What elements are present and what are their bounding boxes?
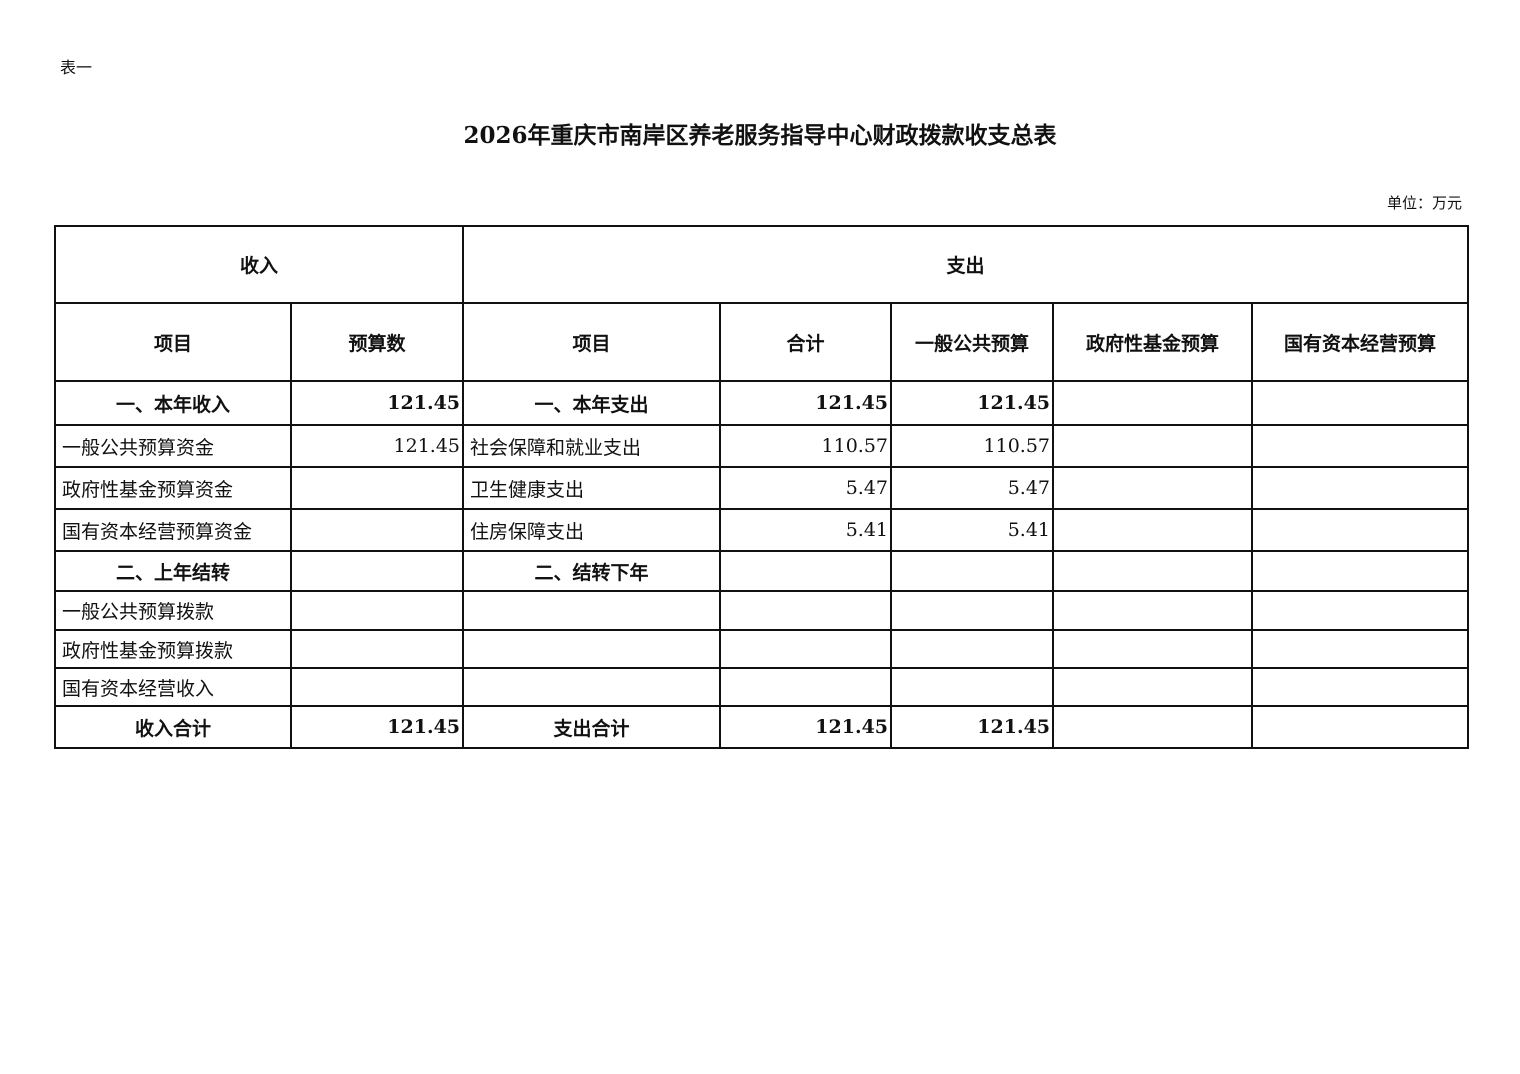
cell-expense-state-capital xyxy=(1251,508,1470,552)
cell-expense-total xyxy=(719,550,893,592)
cell-expense-general: 5.47 xyxy=(890,466,1055,510)
cell-expense-general xyxy=(890,629,1055,669)
cell-expense-item xyxy=(462,667,722,707)
cell-expense-item: 支出合计 xyxy=(462,705,722,749)
cell-expense-total: 5.41 xyxy=(719,508,893,552)
cell-expense-state-capital xyxy=(1251,705,1470,749)
col-header-gov-fund-budget: 政府性基金预算 xyxy=(1052,302,1254,382)
cell-expense-total xyxy=(719,590,893,631)
cell-expense-general xyxy=(890,667,1055,707)
cell-income-item: 国有资本经营收入 xyxy=(54,667,292,707)
cell-expense-state-capital xyxy=(1251,667,1470,707)
cell-income-item: 政府性基金预算拨款 xyxy=(54,629,292,669)
cell-expense-gov-fund xyxy=(1052,466,1254,510)
cell-income-item: 二、上年结转 xyxy=(54,550,292,592)
cell-expense-item: 一、本年支出 xyxy=(462,380,722,426)
cell-income-budget xyxy=(289,550,465,592)
cell-income-budget xyxy=(289,466,465,510)
cell-income-budget xyxy=(289,508,465,552)
cell-expense-state-capital xyxy=(1251,550,1470,592)
col-header-budget: 预算数 xyxy=(289,302,465,382)
cell-expense-gov-fund xyxy=(1052,705,1254,749)
expense-header: 支出 xyxy=(462,225,1470,304)
cell-expense-gov-fund xyxy=(1052,508,1254,552)
cell-income-item: 国有资本经营预算资金 xyxy=(54,508,292,552)
cell-expense-total: 121.45 xyxy=(719,705,893,749)
cell-expense-item: 二、结转下年 xyxy=(462,550,722,592)
cell-expense-total: 110.57 xyxy=(719,424,893,468)
table-row: 国有资本经营收入 xyxy=(54,667,1470,707)
cell-income-budget xyxy=(289,629,465,669)
table-row: 政府性基金预算拨款 xyxy=(54,629,1470,669)
cell-expense-item: 住房保障支出 xyxy=(462,508,722,552)
cell-income-budget xyxy=(289,590,465,631)
cell-expense-state-capital xyxy=(1251,629,1470,669)
cell-expense-item: 社会保障和就业支出 xyxy=(462,424,722,468)
cell-expense-general: 5.41 xyxy=(890,508,1055,552)
col-header-expense-item: 项目 xyxy=(462,302,722,382)
cell-income-item: 一、本年收入 xyxy=(54,380,292,426)
cell-expense-item xyxy=(462,590,722,631)
unit-label: 单位：万元 xyxy=(1386,194,1462,212)
cell-expense-gov-fund xyxy=(1052,424,1254,468)
col-header-income-item: 项目 xyxy=(54,302,292,382)
table-row: 一、本年收入 121.45 一、本年支出 121.45 121.45 xyxy=(54,380,1470,426)
income-header: 收入 xyxy=(53,225,465,304)
group-header-row: 收入 支出 xyxy=(53,225,1470,304)
cell-expense-general: 121.45 xyxy=(890,380,1055,426)
cell-expense-total xyxy=(719,629,893,669)
page-title: 2026年重庆市南岸区养老服务指导中心财政拨款收支总表 xyxy=(463,122,1057,149)
table-row: 政府性基金预算资金 卫生健康支出 5.47 5.47 xyxy=(54,466,1470,510)
cell-expense-general xyxy=(890,590,1055,631)
cell-income-item: 政府性基金预算资金 xyxy=(54,466,292,510)
cell-expense-general: 110.57 xyxy=(890,424,1055,468)
cell-expense-item: 卫生健康支出 xyxy=(462,466,722,510)
cell-income-budget: 121.45 xyxy=(289,380,465,426)
cell-expense-state-capital xyxy=(1251,424,1470,468)
cell-expense-total: 5.47 xyxy=(719,466,893,510)
table-row: 一般公共预算资金 121.45 社会保障和就业支出 110.57 110.57 xyxy=(54,424,1470,468)
cell-expense-state-capital xyxy=(1251,590,1470,631)
cell-income-item: 收入合计 xyxy=(54,705,292,749)
table-row: 二、上年结转 二、结转下年 xyxy=(54,550,1470,592)
cell-income-budget xyxy=(289,667,465,707)
cell-expense-gov-fund xyxy=(1052,380,1254,426)
column-header-row: 项目 预算数 项目 合计 一般公共预算 政府性基金预算 国有资本经营预算 xyxy=(54,302,1470,382)
cell-expense-state-capital xyxy=(1251,466,1470,510)
cell-income-item: 一般公共预算资金 xyxy=(54,424,292,468)
cell-expense-state-capital xyxy=(1251,380,1470,426)
col-header-general-budget: 一般公共预算 xyxy=(890,302,1055,382)
table-row: 收入合计 121.45 支出合计 121.45 121.45 xyxy=(54,705,1470,749)
cell-expense-gov-fund xyxy=(1052,629,1254,669)
col-header-state-capital-budget: 国有资本经营预算 xyxy=(1251,302,1470,382)
col-header-total: 合计 xyxy=(719,302,893,382)
table-label: 表一 xyxy=(60,58,93,77)
cell-income-budget: 121.45 xyxy=(289,424,465,468)
table-row: 国有资本经营预算资金 住房保障支出 5.41 5.41 xyxy=(54,508,1470,552)
cell-expense-general xyxy=(890,550,1055,592)
cell-expense-general: 121.45 xyxy=(890,705,1055,749)
cell-expense-total xyxy=(719,667,893,707)
cell-expense-gov-fund xyxy=(1052,550,1254,592)
cell-income-budget: 121.45 xyxy=(289,705,465,749)
cell-expense-total: 121.45 xyxy=(719,380,893,426)
cell-expense-gov-fund xyxy=(1052,590,1254,631)
table-row: 一般公共预算拨款 xyxy=(54,590,1470,631)
budget-table: 收入 支出 项目 预算数 项目 合计 一般公共预算 政府性基金预算 国有资本经营… xyxy=(53,225,1470,749)
cell-expense-item xyxy=(462,629,722,669)
cell-income-item: 一般公共预算拨款 xyxy=(54,590,292,631)
cell-expense-gov-fund xyxy=(1052,667,1254,707)
